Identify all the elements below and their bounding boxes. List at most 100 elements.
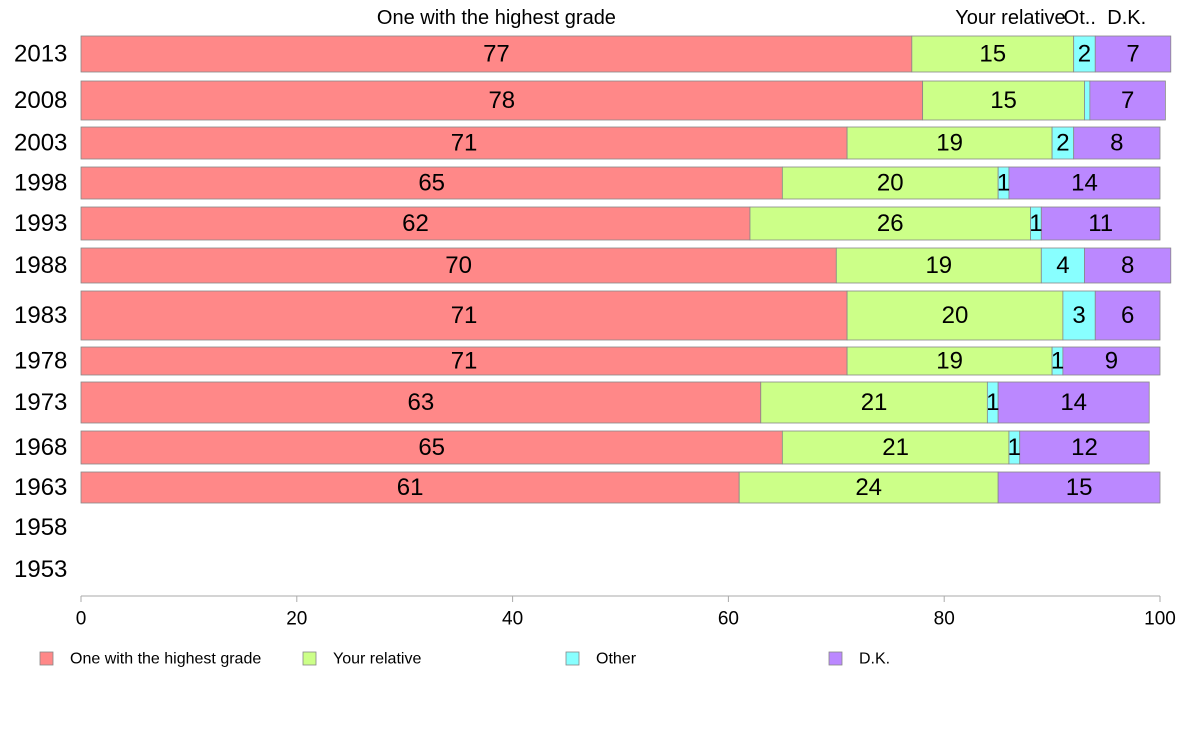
x-axis: 0 20 40 60 80 100: [76, 595, 1176, 630]
bar-segment: [1040, 247, 1085, 284]
bar-segment: [835, 247, 1042, 284]
x-tick-label: 100: [1144, 609, 1176, 630]
data-label: 26: [877, 210, 904, 237]
legend-label: One with the highest grade: [70, 651, 261, 668]
top-series-label: Your relative: [955, 7, 1065, 29]
year-label: 1978: [14, 348, 67, 375]
year-label: 1998: [14, 170, 67, 197]
data-label: 7: [1126, 41, 1139, 68]
bar-segment: [1008, 166, 1161, 200]
bar-segment: [1084, 80, 1091, 121]
data-label: 19: [936, 130, 963, 157]
bar-segment: [80, 381, 762, 424]
legend: One with the highest grade Your relative O…: [39, 651, 890, 668]
data-label: 19: [925, 252, 952, 279]
x-tick-label: 80: [934, 609, 955, 630]
bar-segment: [760, 381, 988, 424]
data-label: 1: [1008, 434, 1021, 461]
bars-layer: [80, 35, 1172, 504]
legend-swatch: [302, 651, 317, 666]
legend-swatch: [565, 651, 580, 666]
bar-segment: [80, 290, 848, 341]
data-label: 1: [1029, 210, 1042, 237]
data-label: 15: [979, 41, 1006, 68]
data-label: 62: [402, 210, 429, 237]
top-series-label: D.K.: [1107, 7, 1146, 29]
bar-segment: [80, 206, 751, 241]
bar-segment: [80, 80, 924, 121]
data-label: 20: [942, 302, 969, 329]
bar-segment: [781, 166, 999, 200]
legend-label: D.K.: [859, 651, 890, 668]
bar-segment: [1094, 290, 1161, 341]
data-label: 65: [418, 434, 445, 461]
data-label: 71: [451, 348, 478, 375]
year-label: 1988: [14, 252, 67, 279]
data-label: 21: [882, 434, 909, 461]
x-tick-label: 60: [718, 609, 739, 630]
year-labels-layer: 2013 2008 2003 1998 1993 1988 1983 1978 1973 1968…: [14, 41, 67, 584]
bar-segment: [1094, 35, 1172, 73]
bar-segment: [80, 166, 783, 200]
bar-segment: [1089, 80, 1166, 121]
data-label: 61: [397, 474, 424, 501]
data-label: 11: [1088, 210, 1113, 237]
bar-segment: [1040, 206, 1161, 241]
year-label: 2013: [14, 41, 67, 68]
year-label: 1993: [14, 210, 67, 237]
data-label: 3: [1072, 302, 1085, 329]
data-label: 2: [1056, 130, 1069, 157]
top-series-label: Ot..: [1064, 7, 1096, 29]
x-tick-label: 0: [76, 609, 87, 630]
bar-segment: [80, 471, 740, 504]
bar-segment: [922, 80, 1085, 121]
year-label: 1963: [14, 474, 67, 501]
bar-segment: [1062, 346, 1161, 376]
data-label: 70: [445, 252, 472, 279]
top-series-label: One with the highest grade: [377, 7, 616, 29]
year-label: 1973: [14, 389, 67, 416]
data-label: 14: [1060, 389, 1087, 416]
data-label: 1: [1051, 348, 1064, 375]
data-label: 71: [451, 302, 478, 329]
bar-segment: [997, 381, 1150, 424]
legend-swatch: [828, 651, 843, 666]
bar-segment: [1084, 247, 1172, 284]
data-label: 8: [1121, 252, 1134, 279]
top-labels-layer: One with the highest grade Your relativeO…: [377, 7, 1146, 29]
data-label: 24: [855, 474, 882, 501]
year-label: 1968: [14, 434, 67, 461]
bar-segment: [738, 471, 999, 504]
data-label: 9: [1105, 348, 1118, 375]
data-label: 71: [451, 130, 478, 157]
bar-segment: [1073, 126, 1161, 160]
data-label: 6: [1121, 302, 1134, 329]
data-label: 63: [408, 389, 435, 416]
legend-swatch: [39, 651, 54, 666]
data-label: 78: [488, 87, 515, 114]
data-label: 12: [1071, 434, 1098, 461]
legend-label: Your relative: [333, 651, 421, 668]
bar-segment: [749, 206, 1031, 241]
data-label: 65: [418, 170, 445, 197]
bar-segment: [80, 126, 848, 160]
bar-segment: [911, 35, 1075, 73]
data-label: 15: [1066, 474, 1093, 501]
data-label: 2: [1078, 41, 1091, 68]
bar-segment: [80, 346, 848, 376]
bar-segment: [80, 247, 837, 284]
data-label: 8: [1110, 130, 1123, 157]
data-label: 15: [990, 87, 1017, 114]
bar-segment: [1019, 430, 1150, 465]
bar-segment: [846, 126, 1053, 160]
bar-segment: [846, 290, 1064, 341]
data-label: 14: [1071, 170, 1098, 197]
x-tick-label: 20: [286, 609, 307, 630]
data-label: 19: [936, 348, 963, 375]
year-label: 1983: [14, 302, 67, 329]
data-label: 77: [483, 41, 510, 68]
bar-segment: [997, 471, 1161, 504]
data-label: 7: [1121, 87, 1134, 114]
data-label: 1: [986, 389, 999, 416]
